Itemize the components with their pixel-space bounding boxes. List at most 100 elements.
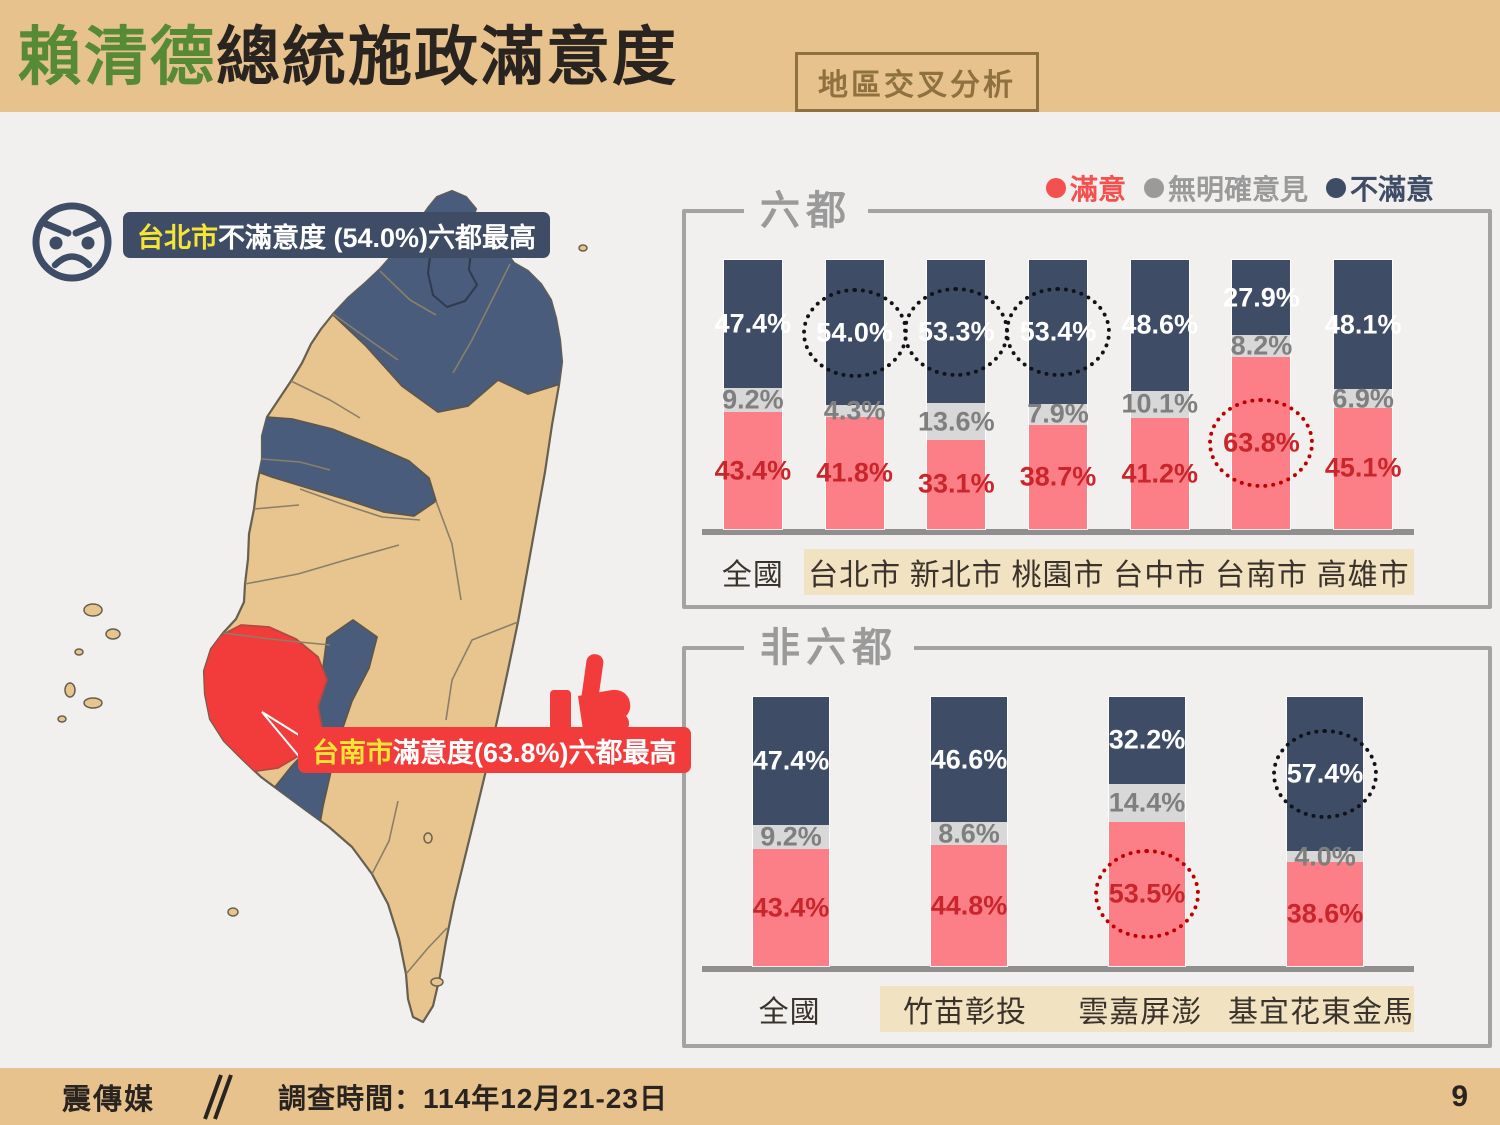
- x-axis-label: 台中市: [1113, 559, 1207, 592]
- thumbs-up-icon: [550, 654, 631, 737]
- footer-band: 震傳媒 調查時間：114年12月21-23日 9: [0, 1068, 1500, 1125]
- bar-segment-pink: 38.7%: [1020, 424, 1096, 529]
- bar-segment-gray: 9.2%: [722, 384, 784, 414]
- outlying-islets: [227, 244, 588, 987]
- bar-segment-pink: 45.1%: [1325, 407, 1401, 529]
- chart-title: 非六都: [744, 624, 914, 672]
- bar-segment-gray: 8.2%: [1231, 331, 1293, 361]
- header-band: 賴清德總統施政滿意度 地區交叉分析: [0, 0, 1500, 112]
- bar-column: 27.9% 8.2% 63.8%: [1208, 259, 1315, 530]
- stacked-bar: 53.3% 13.6% 33.1%: [903, 259, 1010, 530]
- segment-value-label: 47.4%: [752, 745, 830, 776]
- segment-value-label: 38.7%: [1019, 461, 1097, 492]
- segment-value-label: 4.3%: [823, 395, 886, 426]
- bar-column: 53.4% 7.9% 38.7%: [1005, 259, 1112, 530]
- callout-city: 台北市: [137, 222, 218, 253]
- bar-segment-pink: 33.1%: [918, 439, 995, 529]
- segment-value-label: 44.8%: [930, 890, 1008, 921]
- chart-x-axis: 全國 竹苗彰投 雲嘉屏澎 基宜花東金馬: [702, 986, 1414, 1032]
- chart-non-six-municipalities: 非六都 47.4% 9.2% 43.4% 46.6% 8.6% 44.8% 32.2% 14.…: [682, 624, 1492, 1048]
- dissatisfied-dot-icon: [1325, 178, 1346, 198]
- segment-value-label: 41.8%: [816, 457, 893, 488]
- stacked-bar: 47.4% 9.2% 43.4%: [752, 696, 830, 967]
- chart-plot: 47.4% 9.2% 43.4% 54.0% 4.3% 41.8% 53.3% 13.6% 33…: [702, 259, 1414, 535]
- segment-value-label: 33.1%: [918, 468, 995, 499]
- bar-segment-navy: 48.6%: [1121, 260, 1198, 391]
- bar-segment-gray: 7.9%: [1027, 399, 1089, 429]
- bar-segment-pink: 38.6%: [1287, 862, 1363, 966]
- x-axis-label: 台南市: [1214, 559, 1308, 592]
- bar-segment-pink: 43.4%: [715, 412, 791, 529]
- stacked-bar: 53.4% 7.9% 38.7%: [1005, 259, 1112, 530]
- legend-label: 不滿意: [1349, 174, 1434, 205]
- segment-value-label: 43.4%: [714, 455, 792, 486]
- x-axis-label: 全國: [721, 559, 784, 592]
- x-axis-label: 桃園市: [1011, 559, 1105, 592]
- segment-value-label: 32.2%: [1108, 724, 1186, 755]
- bar-column: 57.4% 4.0% 38.6%: [1236, 696, 1414, 967]
- legend-label: 滿意: [1069, 174, 1126, 205]
- x-axis-label: 基宜花東金馬: [1227, 996, 1414, 1029]
- dotted-highlight-circle: [1208, 398, 1315, 489]
- brand-name: 震傳媒: [62, 1083, 156, 1116]
- legend-item-satisfied: 滿意: [1045, 168, 1126, 208]
- stacked-bar: 46.6% 8.6% 44.8%: [930, 696, 1008, 967]
- bar-segment-gray: 6.9%: [1332, 383, 1394, 413]
- segment-value-label: 47.4%: [714, 308, 792, 339]
- page-title: 賴清德總統施政滿意度: [18, 6, 678, 98]
- stacked-bar: 32.2% 14.4% 53.5%: [1094, 696, 1200, 967]
- segment-value-label: 9.2%: [760, 821, 822, 852]
- segment-value-label: 10.1%: [1121, 388, 1199, 419]
- bar-column: 47.4% 9.2% 43.4%: [702, 259, 804, 530]
- bar-column: 48.6% 10.1% 41.2%: [1109, 259, 1211, 530]
- stacked-bar: 47.4% 9.2% 43.4%: [715, 259, 791, 530]
- bar-column: 47.4% 9.2% 43.4%: [702, 696, 880, 967]
- bar-segment-navy: 54.0%: [801, 260, 908, 406]
- bar-segment-navy: 53.4%: [1005, 260, 1112, 404]
- survey-date-label: 調查時間：114年12月21-23日: [278, 1082, 668, 1114]
- region-taichung-blue: [249, 415, 437, 517]
- dotted-highlight-circle: [1005, 286, 1112, 377]
- no-opinion-dot-icon: [1143, 178, 1164, 198]
- segment-value-label: 46.6%: [930, 744, 1008, 775]
- double-slash-icon: [203, 1073, 233, 1120]
- x-label-highlight-strip: [880, 986, 1414, 1032]
- callout-text: 不滿意度 (54.0%)六都最高: [218, 222, 537, 253]
- chart-x-axis: 全國 台北市 新北市 桃園市 台中市 台南市 高雄市: [702, 549, 1414, 595]
- page-title-name: 賴清德: [18, 21, 216, 93]
- bar-segment-navy: 57.4%: [1272, 697, 1378, 852]
- segment-value-label: 38.6%: [1286, 898, 1364, 929]
- bar-segment-navy: 48.1%: [1325, 260, 1401, 390]
- bar-segment-navy: 46.6%: [930, 697, 1008, 823]
- bar-segment-gray: 13.6%: [918, 403, 995, 440]
- dotted-highlight-circle: [903, 286, 1010, 377]
- bar-column: 46.6% 8.6% 44.8%: [880, 696, 1058, 967]
- analysis-tag: 地區交叉分析: [795, 52, 1039, 112]
- bar-segment-pink: 41.2%: [1121, 418, 1198, 529]
- bar-segment-pink: 63.8%: [1208, 357, 1315, 529]
- x-axis-label: 竹苗彰投: [902, 996, 1027, 1029]
- chart-legend: 滿意 無明確意見 不滿意: [682, 168, 1492, 208]
- dotted-highlight-circle: [1272, 729, 1378, 820]
- bar-column: 53.3% 13.6% 33.1%: [903, 259, 1010, 530]
- page-title-rest: 總統施政滿意度: [216, 21, 678, 93]
- chart-six-municipalities: 六都 47.4% 9.2% 43.4% 54.0% 4.3% 41.8% 53.3% 13.6…: [682, 187, 1492, 609]
- segment-value-label: 6.9%: [1332, 383, 1394, 414]
- bar-segment-pink: 53.5%: [1094, 822, 1200, 966]
- segment-value-label: 48.6%: [1121, 309, 1199, 340]
- legend-item-dissatisfied: 不滿意: [1325, 168, 1434, 208]
- penghu-islands: [57, 603, 121, 723]
- bar-column: 32.2% 14.4% 53.5%: [1058, 696, 1236, 967]
- legend-label: 無明確意見: [1167, 174, 1308, 205]
- legend-item-no-opinion: 無明確意見: [1143, 168, 1308, 208]
- page-number: 9: [1451, 1079, 1468, 1113]
- segment-value-label: 48.1%: [1324, 309, 1402, 340]
- bar-segment-pink: 41.8%: [816, 416, 893, 529]
- angry-face-icon: [32, 202, 112, 282]
- x-axis-label: 雲嘉屏澎: [1078, 996, 1203, 1029]
- segment-value-label: 13.6%: [918, 406, 995, 437]
- segment-value-label: 4.0%: [1294, 841, 1356, 872]
- segment-value-label: 14.4%: [1108, 787, 1186, 818]
- bar-segment-navy: 53.3%: [903, 260, 1010, 404]
- bar-segment-gray: 14.4%: [1108, 783, 1186, 823]
